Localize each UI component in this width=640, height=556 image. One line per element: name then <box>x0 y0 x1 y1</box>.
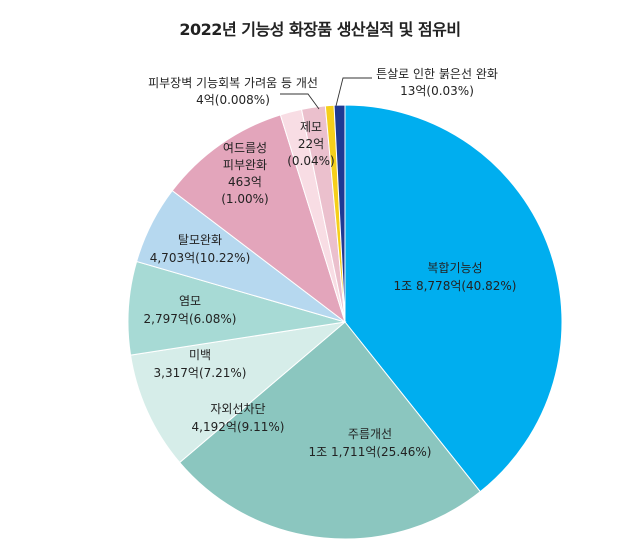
label-complex-line-1: 1조 8,778억(40.82%) <box>393 279 516 293</box>
label-barrier-line-1: 4억(0.008%) <box>196 93 270 107</box>
label-complex: 복합기능성 1조 8,778억(40.82%) <box>393 261 516 293</box>
label-wrinkle-line-0: 주름개선 <box>348 427 392 441</box>
label-stretch-line-0: 튼살로 인한 붉은선 완화 <box>376 67 498 81</box>
pie-slice-9 <box>333 104 346 323</box>
pie-slice-0 <box>344 104 563 493</box>
label-stretch-line-1: 13억(0.03%) <box>400 84 474 98</box>
label-acne-line-2: 463억 <box>228 175 262 189</box>
label-wrinkle-line-1: 1조 1,711억(25.46%) <box>308 445 431 459</box>
label-hairremoval: 제모 22억 (0.04%) <box>287 120 334 168</box>
leader-barrier <box>280 93 320 110</box>
label-stretch: 튼살로 인한 붉은선 완화 13억(0.03%) <box>376 67 498 98</box>
label-barrier: 피부장벽 기능회복 가려움 등 개선 4억(0.008%) <box>148 76 318 107</box>
label-hairremoval-line-1: 22억 <box>298 137 324 151</box>
label-dye-line-1: 2,797억(6.08%) <box>144 312 237 326</box>
label-uv-line-0: 자외선차단 <box>210 402 265 416</box>
label-dye: 염모 2,797억(6.08%) <box>144 294 237 326</box>
pie-slice-1 <box>178 321 481 540</box>
label-barrier-line-0: 피부장벽 기능회복 가려움 등 개선 <box>148 76 318 90</box>
label-whitening: 미백 3,317억(7.21%) <box>154 348 247 380</box>
leader-stretch <box>335 77 372 107</box>
label-hairremoval-line-2: (0.04%) <box>287 154 334 168</box>
label-acne-line-1: 피부완화 <box>223 158 267 172</box>
label-dye-line-0: 염모 <box>179 294 201 308</box>
label-uv-line-1: 4,192억(9.11%) <box>192 420 285 434</box>
label-wrinkle: 주름개선 1조 1,711억(25.46%) <box>308 427 431 459</box>
pie-slice-5 <box>171 114 346 324</box>
label-acne-line-3: (1.00%) <box>221 192 268 206</box>
label-uv: 자외선차단 4,192억(9.11%) <box>192 402 285 434</box>
label-acne-line-0: 여드름성 <box>223 141 267 155</box>
label-hairloss-line-1: 4,703억(10.22%) <box>150 251 251 265</box>
label-hairloss: 탈모완화 4,703억(10.22%) <box>150 233 251 265</box>
chart-title: 2022년 기능성 화장품 생산실적 및 점유비 <box>179 20 461 39</box>
label-whitening-line-0: 미백 <box>189 348 211 362</box>
label-hairremoval-line-0: 제모 <box>300 120 322 134</box>
pie-slice-2 <box>129 321 347 464</box>
label-hairloss-line-0: 탈모완화 <box>178 233 222 247</box>
label-complex-line-0: 복합기능성 <box>427 261 482 275</box>
label-whitening-line-1: 3,317억(7.21%) <box>154 366 247 380</box>
